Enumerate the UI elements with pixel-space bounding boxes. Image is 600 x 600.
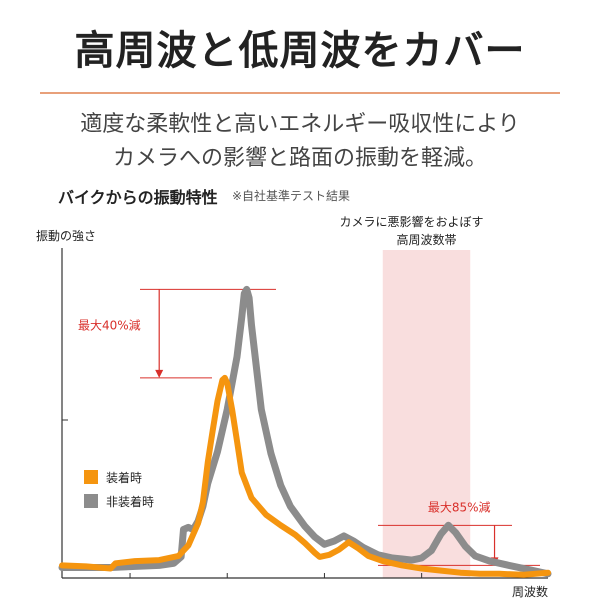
- annotation-label-1: 最大85%減: [428, 499, 491, 514]
- series-line-with-case: [59, 374, 551, 578]
- legend-swatch-without: [84, 494, 98, 508]
- subtitle-line-1: 適度な柔軟性と高いエネルギー吸収性により: [80, 112, 520, 137]
- x-axis-label: 周波数: [512, 584, 548, 599]
- title-divider: [40, 92, 560, 94]
- legend-label-without: 非装着時: [106, 494, 154, 509]
- band-label-line-1: カメラに悪影響をおよぼす: [339, 214, 483, 229]
- legend-label-with: 装着時: [106, 470, 142, 485]
- y-axis-label: 振動の強さ: [36, 229, 96, 243]
- high-frequency-band: [382, 250, 471, 578]
- page-title: 高周波と低周波をカバー: [74, 28, 526, 74]
- annotation-arrow-head-0: [155, 369, 164, 378]
- legend: 装着時 非装着時: [84, 470, 154, 509]
- legend-swatch-with: [84, 470, 98, 484]
- chart-note: ※自社基準テスト結果: [232, 189, 351, 203]
- band-label-line-2: 高周波数帯: [396, 232, 456, 247]
- subtitle: 適度な柔軟性と高いエネルギー吸収性により カメラへの影響と路面の振動を軽減。: [0, 108, 600, 176]
- annotation-label-0: 最大40%減: [78, 318, 141, 333]
- subtitle-line-2: カメラへの影響と路面の振動を軽減。: [112, 146, 487, 171]
- chart-title: バイクからの振動特性: [58, 188, 218, 207]
